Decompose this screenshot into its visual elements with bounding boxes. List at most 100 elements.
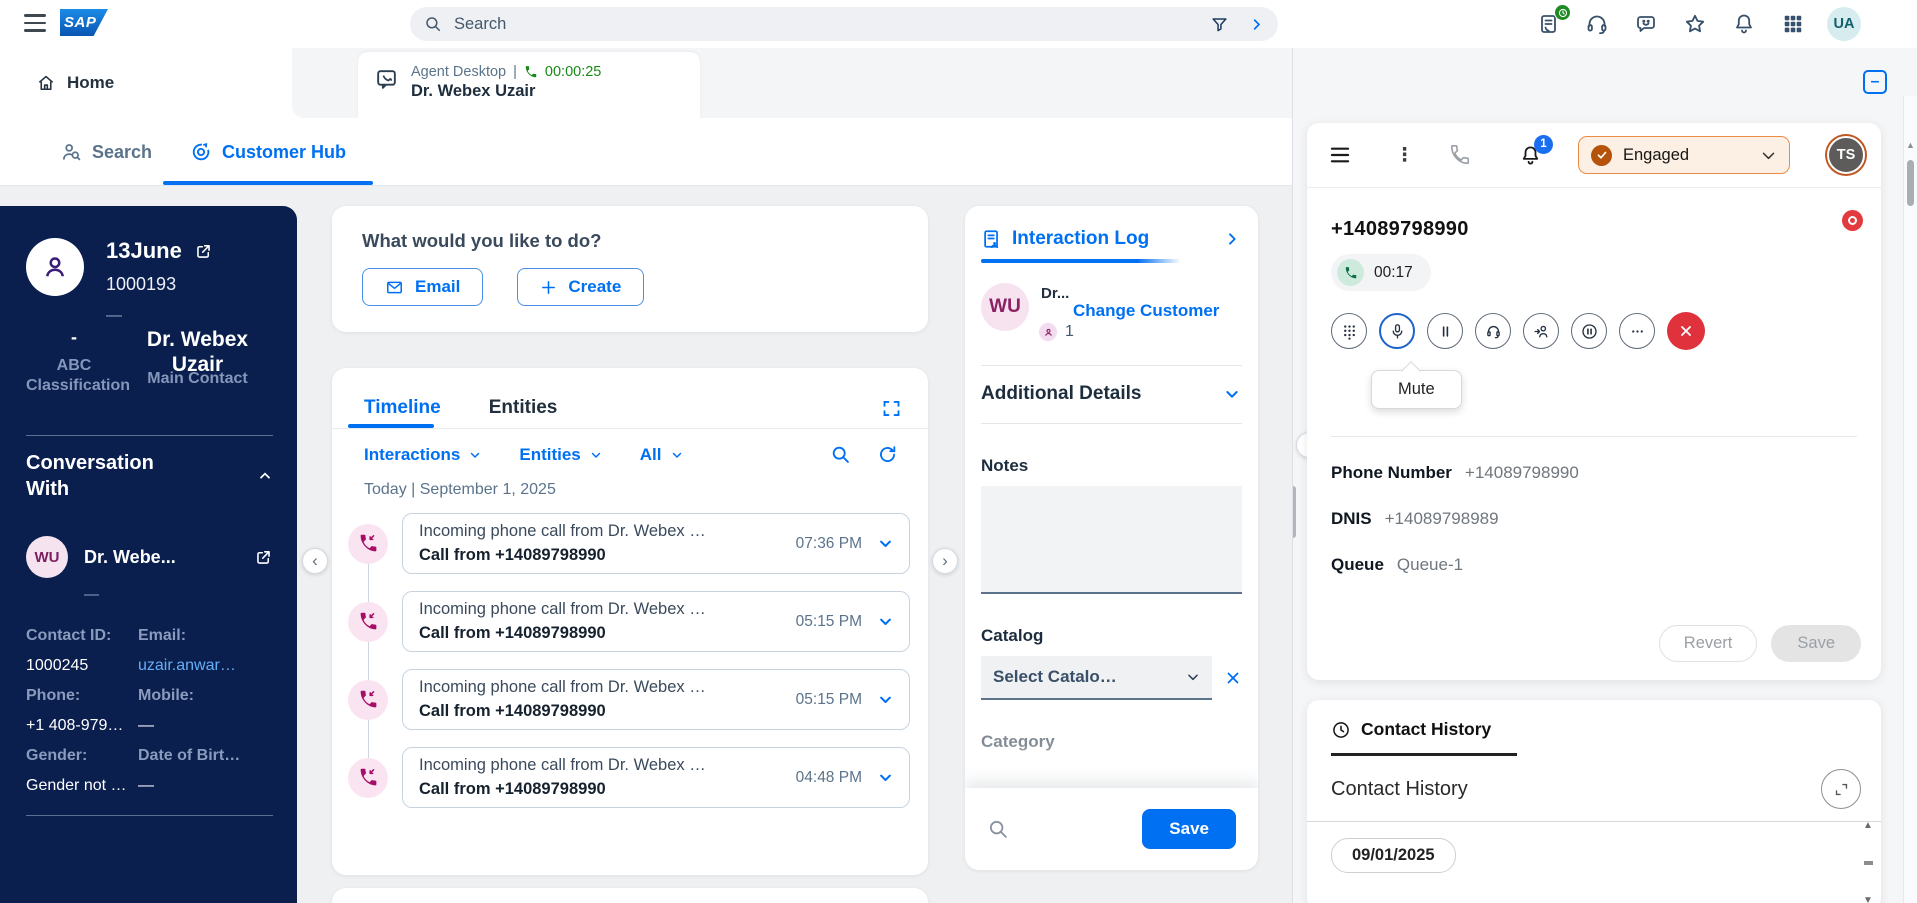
timeline-entry-card[interactable]: Incoming phone call from Dr. Webex … Cal… xyxy=(402,747,910,808)
chevron-down-icon[interactable] xyxy=(878,692,893,707)
favorites-star-icon[interactable] xyxy=(1680,9,1710,39)
contact-history-title: Contact History xyxy=(1331,777,1468,800)
transfer-button[interactable] xyxy=(1523,313,1559,349)
tab-timeline[interactable]: Timeline xyxy=(364,397,441,418)
contact-count-icon xyxy=(1039,323,1057,341)
all-filter-label: All xyxy=(639,444,662,464)
category-label: Category xyxy=(981,732,1055,751)
tab-customer-hub[interactable]: Customer Hub xyxy=(190,118,346,186)
end-call-button[interactable] xyxy=(1667,312,1705,350)
timeline-entry-time: 07:36 PM xyxy=(795,534,862,552)
interaction-log-card: Interaction Log WU Dr... Change Customer… xyxy=(965,206,1258,870)
catalog-select[interactable]: Select Catalo… xyxy=(981,656,1212,700)
expand-history-button[interactable] xyxy=(1821,769,1861,809)
scroll-up-arrow[interactable]: ▲ xyxy=(1863,820,1873,831)
notifications-bell-icon[interactable] xyxy=(1729,9,1759,39)
timeline-tab-underline xyxy=(348,424,434,428)
more-options-icon[interactable]: ⋮ xyxy=(1395,144,1414,167)
contact-dash: — xyxy=(84,586,99,603)
abc-classification-label: ABC Classification xyxy=(26,357,131,394)
change-customer-link[interactable]: Change Customer xyxy=(1073,301,1220,320)
top-bar: SAP Search xyxy=(0,0,1917,48)
collapse-right-handle[interactable]: › xyxy=(932,548,958,574)
history-date-chip[interactable]: 09/01/2025 xyxy=(1331,838,1456,873)
feedback-chat-icon[interactable] xyxy=(1631,9,1661,39)
open-customer-icon[interactable] xyxy=(194,242,213,261)
scroll-down-arrow[interactable]: ▼ xyxy=(1863,895,1873,903)
timeline-entry-subtitle: Call from +14089798990 xyxy=(419,546,606,564)
interactions-filter-dropdown[interactable]: Interactions xyxy=(364,445,481,465)
create-button[interactable]: Create xyxy=(517,268,645,306)
all-filter-dropdown[interactable]: All xyxy=(640,445,683,465)
panel-scrollbar-thumb[interactable] xyxy=(1293,486,1296,538)
expand-fullscreen-icon[interactable] xyxy=(881,398,902,419)
chevron-down-icon[interactable] xyxy=(878,614,893,629)
tab-entities[interactable]: Entities xyxy=(488,397,558,418)
search-go-icon[interactable] xyxy=(1249,17,1264,32)
email-button[interactable]: Email xyxy=(362,268,484,306)
refresh-icon[interactable] xyxy=(877,444,898,465)
agent-avatar[interactable]: TS xyxy=(1827,136,1865,174)
notification-count: 1 xyxy=(1540,138,1547,150)
email-label: Email: xyxy=(138,627,187,644)
timeline-item: Incoming phone call from Dr. Webex … Cal… xyxy=(348,591,910,652)
consult-button[interactable] xyxy=(1475,313,1511,349)
global-search-input[interactable]: Search xyxy=(410,7,1278,41)
softphone-dialer-icon[interactable] xyxy=(1449,144,1471,166)
history-scrollbar[interactable]: ▲ ▼ xyxy=(1860,820,1876,903)
search-icon xyxy=(424,15,442,33)
notes-textarea[interactable] xyxy=(981,486,1242,594)
revert-button[interactable]: Revert xyxy=(1658,625,1758,662)
chevron-up-icon[interactable] xyxy=(257,468,273,484)
mute-button[interactable] xyxy=(1379,313,1415,349)
incoming-call-icon xyxy=(348,601,388,642)
entities-filter-dropdown[interactable]: Entities xyxy=(519,445,601,465)
timeline-entry-card[interactable]: Incoming phone call from Dr. Webex … Cal… xyxy=(402,513,910,574)
call-save-button[interactable]: Save xyxy=(1771,625,1861,662)
history-date: 09/01/2025 xyxy=(1352,846,1435,864)
additional-details-label: Additional Details xyxy=(981,383,1142,404)
revert-label: Revert xyxy=(1683,634,1733,652)
email-value-link[interactable]: uzair.anwar… xyxy=(138,657,236,674)
keypad-button[interactable] xyxy=(1331,313,1367,349)
recording-indicator-badge xyxy=(1842,210,1863,231)
pause-recording-button[interactable] xyxy=(1571,313,1607,349)
tab-search[interactable]: Search xyxy=(60,118,152,186)
timeline-entry-card[interactable]: Incoming phone call from Dr. Webex … Cal… xyxy=(402,669,910,730)
home-button[interactable]: Home xyxy=(36,48,114,118)
filter-icon[interactable] xyxy=(1210,15,1229,34)
agent-status-dropdown[interactable]: Engaged xyxy=(1578,136,1790,174)
more-call-actions-button[interactable] xyxy=(1619,313,1655,349)
minimize-panel-icon[interactable]: – xyxy=(1863,70,1887,94)
session-tab[interactable]: Agent Desktop | 00:00:25 Dr. Webex Uzair xyxy=(358,52,700,118)
headset-icon[interactable] xyxy=(1582,9,1612,39)
contact-history-tab[interactable]: Contact History xyxy=(1307,700,1881,740)
chevron-down-icon[interactable] xyxy=(878,536,893,551)
user-avatar[interactable]: UA xyxy=(1827,7,1861,41)
hold-button[interactable] xyxy=(1427,313,1463,349)
catalog-clear-icon[interactable] xyxy=(1224,669,1242,687)
log-save-button[interactable]: Save xyxy=(1142,809,1236,849)
scroll-thumb[interactable] xyxy=(1907,160,1914,206)
open-contact-icon[interactable] xyxy=(254,548,273,567)
menu-icon[interactable] xyxy=(24,14,46,32)
user-avatar-initials: UA xyxy=(1833,16,1855,32)
additional-details-toggle[interactable]: Additional Details xyxy=(981,383,1240,405)
timeline-entry-title: Incoming phone call from Dr. Webex … xyxy=(419,600,706,618)
call-log-icon[interactable] xyxy=(1533,4,1571,39)
chevron-down-icon[interactable] xyxy=(878,770,893,785)
timeline-card: Timeline Entities Interactions Entities xyxy=(332,368,928,875)
softphone-menu-icon[interactable] xyxy=(1329,146,1351,164)
phone-value: +1 408-979… xyxy=(26,717,124,734)
timeline-search-icon[interactable] xyxy=(830,444,851,465)
interaction-log-open-icon[interactable] xyxy=(1224,231,1240,247)
scroll-up-arrow[interactable]: ▲ xyxy=(1906,140,1915,150)
collapse-left-handle[interactable]: ‹ xyxy=(302,548,328,574)
log-footer-search-icon[interactable] xyxy=(987,818,1009,840)
history-scroll-thumb[interactable] xyxy=(1863,861,1873,865)
app-grid-icon[interactable] xyxy=(1778,9,1808,39)
panel-vertical-scrollbar[interactable]: ▲ xyxy=(1903,96,1917,903)
softphone-notifications-icon[interactable]: 1 xyxy=(1519,134,1553,167)
timeline-entry-card[interactable]: Incoming phone call from Dr. Webex … Cal… xyxy=(402,591,910,652)
session-separator: | xyxy=(513,64,517,80)
